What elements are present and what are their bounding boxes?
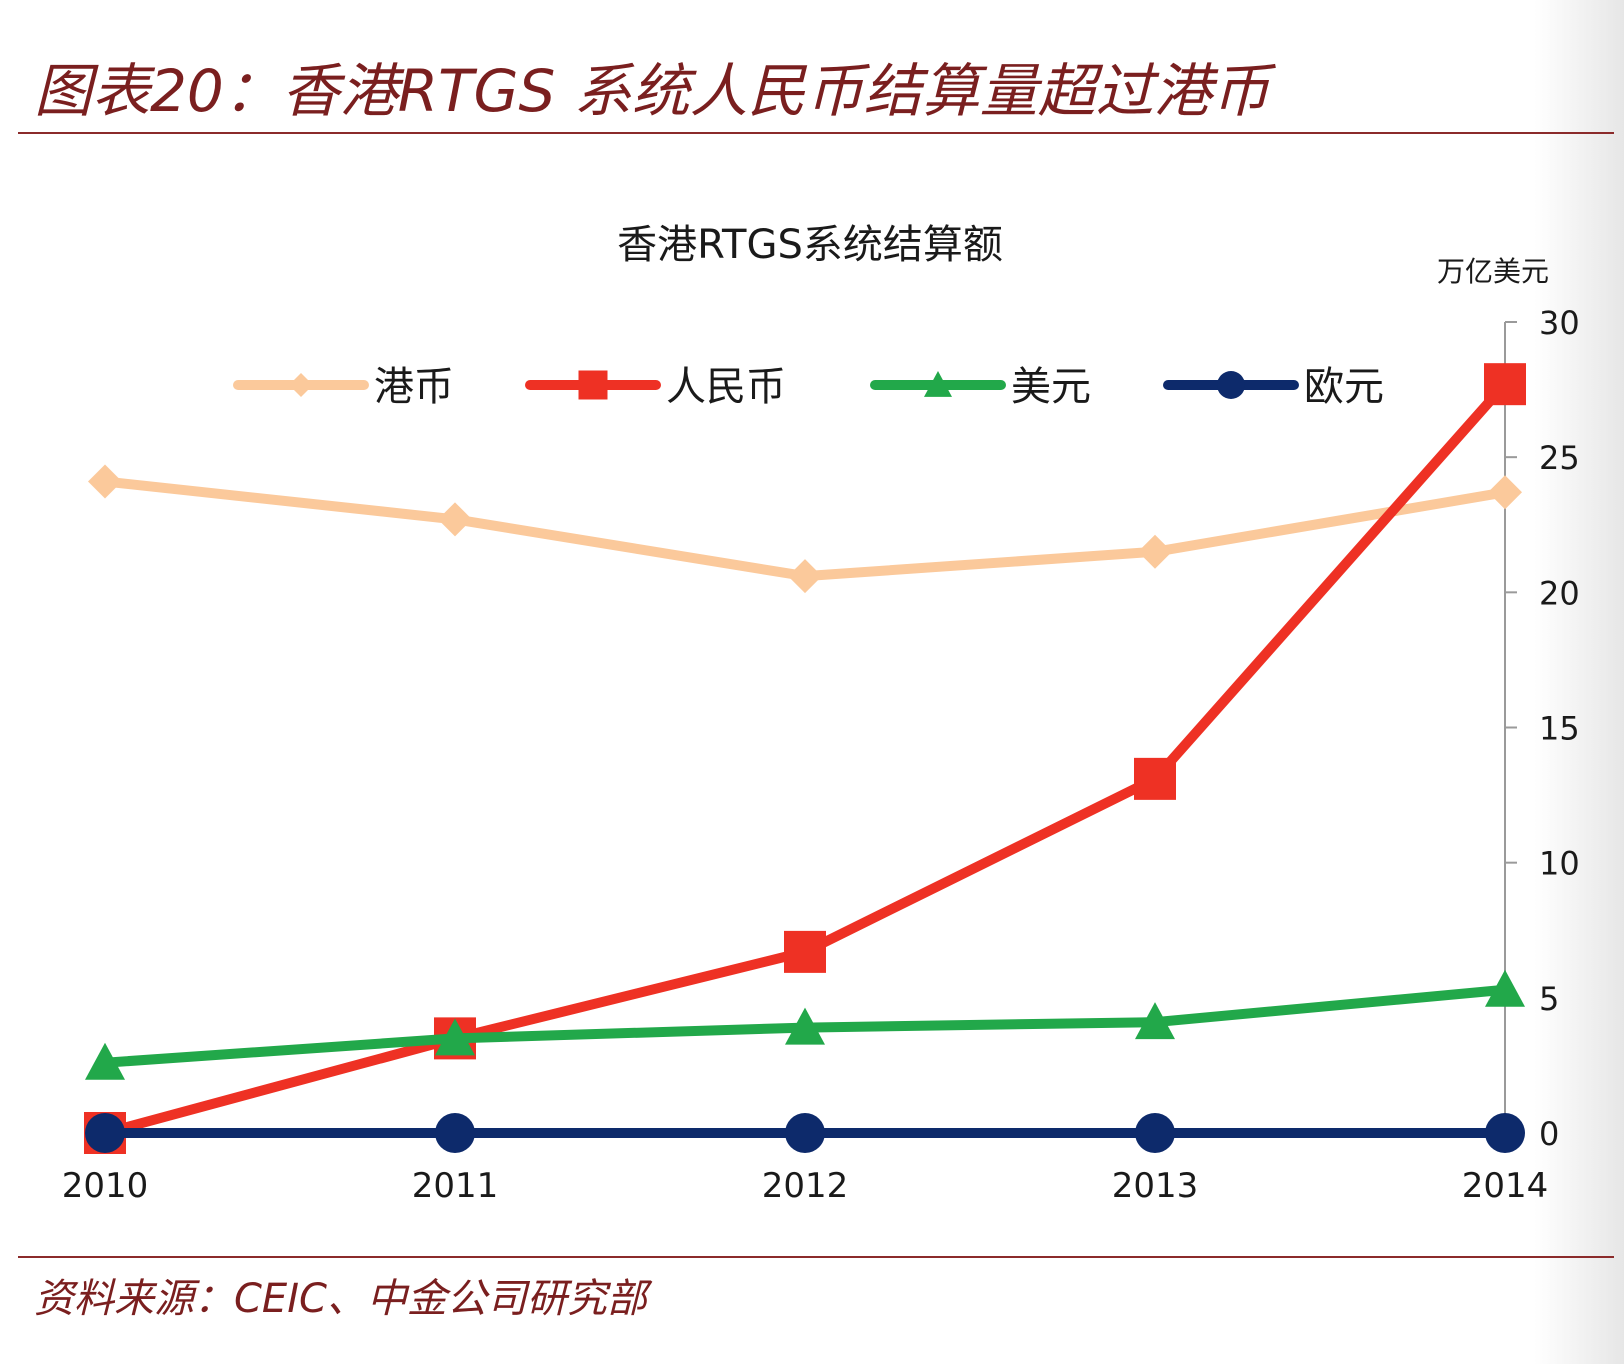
- data-point: [435, 1018, 475, 1056]
- y-tick-label: 5: [1539, 980, 1559, 1018]
- data-point: [1138, 534, 1172, 569]
- data-point: [85, 1113, 125, 1153]
- y-tick-label: 10: [1539, 845, 1580, 883]
- x-tick-label: 2012: [762, 1166, 849, 1206]
- legend-swatch-marker: [924, 371, 952, 397]
- legend-swatch-marker: [1217, 371, 1245, 399]
- data-point: [1485, 1113, 1525, 1153]
- y-axis-unit-label: 万亿美元: [1437, 255, 1549, 288]
- legend: 港币 人民币 美元 欧元: [233, 364, 1384, 410]
- data-point: [435, 1113, 475, 1153]
- y-tick-label: 0: [1539, 1115, 1559, 1153]
- data-point: [1488, 475, 1522, 510]
- y-axis: 0 5 10 15 20 25 30: [1504, 304, 1580, 1153]
- chart-title: 香港RTGS系统结算额: [617, 222, 1003, 268]
- legend-label: 美元: [1011, 364, 1091, 410]
- y-tick-label: 20: [1539, 574, 1580, 612]
- data-point: [1134, 757, 1176, 800]
- data-point: [85, 1042, 125, 1080]
- x-tick-label: 2011: [412, 1166, 499, 1206]
- title-divider: [18, 132, 1614, 134]
- legend-swatch-marker: [289, 373, 313, 397]
- legend-label: 人民币: [666, 364, 786, 410]
- legend-label: 欧元: [1304, 364, 1384, 410]
- data-point: [1485, 969, 1525, 1007]
- data-point: [785, 1007, 825, 1045]
- data-point: [438, 502, 472, 537]
- data-point: [1135, 1113, 1175, 1153]
- x-tick-label: 2014: [1462, 1166, 1549, 1206]
- y-tick-label: 15: [1539, 710, 1580, 748]
- series-group: [84, 363, 1526, 1154]
- data-point: [1484, 363, 1526, 406]
- y-tick-label: 25: [1539, 439, 1580, 477]
- page-edge-shadow: [1534, 0, 1624, 1364]
- data-point: [785, 1113, 825, 1153]
- data-point: [784, 930, 826, 973]
- y-tick-label: 30: [1539, 304, 1580, 342]
- figure-title: 图表20：香港RTGS 系统人民币结算量超过港币: [34, 57, 1270, 125]
- source-note: 资料来源：CEIC、中金公司研究部: [34, 1276, 647, 1322]
- data-point: [788, 559, 822, 594]
- legend-label: 港币: [374, 364, 454, 410]
- x-axis-labels: 2010 2011 2012 2013 2014: [62, 1166, 1549, 1206]
- data-point: [1135, 1002, 1175, 1040]
- x-tick-label: 2010: [62, 1166, 149, 1206]
- data-point: [88, 464, 122, 499]
- x-tick-label: 2013: [1112, 1166, 1199, 1206]
- source-divider: [18, 1256, 1614, 1258]
- legend-swatch-marker: [578, 370, 608, 400]
